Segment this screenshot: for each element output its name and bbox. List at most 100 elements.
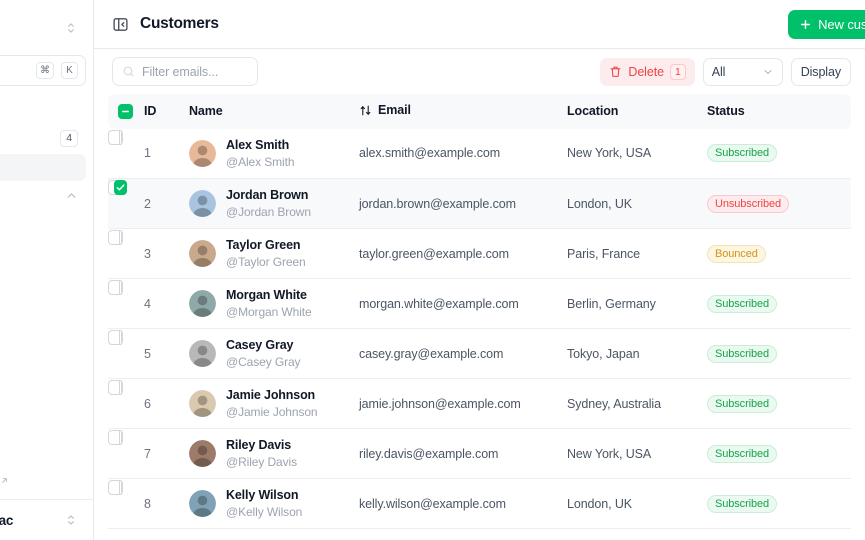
user-name: Benjamin Canac bbox=[0, 512, 14, 528]
row-id: 4 bbox=[144, 296, 151, 311]
table-row[interactable]: 5 Casey Gray @Casey Gray casey.gray@example… bbox=[108, 329, 851, 379]
row-status-cell: Subscribed bbox=[707, 429, 851, 479]
sidebar-item-label: Inbox bbox=[0, 131, 51, 146]
status-badge: Subscribed bbox=[707, 144, 778, 163]
table-row[interactable]: 7 Riley Davis @Riley Davis riley.davis@exam… bbox=[108, 429, 851, 479]
table-row[interactable]: 6 Jamie Johnson @Jamie Johnson jamie.johnso… bbox=[108, 379, 851, 429]
sidebar-item-settings[interactable]: Settings bbox=[0, 182, 86, 209]
row-email: taylor.green@example.com bbox=[359, 246, 509, 261]
delete-button[interactable]: Delete 1 bbox=[600, 57, 695, 86]
row-name-cell: Alex Smith @Alex Smith bbox=[189, 129, 359, 179]
row-id: 5 bbox=[144, 346, 151, 361]
row-select-cell bbox=[108, 280, 123, 296]
table-row[interactable]: 1 Alex Smith @Alex Smith alex.smith@example… bbox=[108, 129, 851, 179]
row-checkbox[interactable] bbox=[119, 129, 122, 145]
sidebar-item-help-support[interactable]: Help & Support bbox=[0, 464, 86, 491]
display-label: Display bbox=[800, 64, 841, 79]
row-id: 2 bbox=[144, 196, 151, 211]
row-status-cell: Subscribed bbox=[707, 479, 851, 529]
status-badge: Subscribed bbox=[707, 444, 778, 463]
select-all-cell bbox=[108, 94, 144, 129]
column-header-location[interactable]: Location bbox=[567, 104, 619, 119]
row-name: Alex Smith bbox=[226, 137, 290, 152]
row-checkbox[interactable] bbox=[119, 230, 122, 246]
row-email: alex.smith@example.com bbox=[359, 146, 501, 161]
sidebar-subitem-notifications[interactable]: Notifications bbox=[0, 263, 86, 288]
sidebar-item-feedback[interactable]: Feedback bbox=[0, 436, 86, 463]
row-status-cell: Bounced bbox=[707, 229, 851, 279]
trash-icon bbox=[609, 65, 622, 78]
new-customer-button[interactable]: New customer bbox=[788, 9, 865, 39]
avatar bbox=[189, 440, 216, 467]
status-badge: Subscribed bbox=[707, 294, 778, 313]
status-badge: Subscribed bbox=[707, 494, 778, 513]
row-select-cell bbox=[108, 330, 123, 346]
column-header-name[interactable]: Name bbox=[189, 104, 223, 119]
sidebar-subitem-general[interactable]: General bbox=[0, 211, 86, 236]
sidebar-subitem-members[interactable]: Members bbox=[0, 237, 86, 262]
row-checkbox[interactable] bbox=[119, 330, 122, 346]
status-badge: Unsubscribed bbox=[707, 194, 790, 213]
display-button[interactable]: Display bbox=[790, 57, 851, 86]
team-switcher[interactable]: Nuxt bbox=[0, 10, 86, 45]
row-handle: @Jordan Brown bbox=[226, 204, 311, 219]
row-select-cell bbox=[108, 230, 123, 246]
row-status-cell: Subscribed bbox=[707, 279, 851, 329]
row-location: London, UK bbox=[567, 496, 633, 511]
status-badge: Subscribed bbox=[707, 394, 778, 413]
sort-arrows-icon bbox=[359, 104, 372, 117]
select-all-checkbox[interactable] bbox=[118, 103, 133, 119]
customers-table: ID Name Email Location Status bbox=[108, 94, 851, 529]
avatar bbox=[189, 139, 216, 167]
table-row[interactable]: 8 Kelly Wilson @Kelly Wilson kelly.wilson@e… bbox=[108, 479, 851, 529]
avatar bbox=[189, 340, 216, 367]
avatar bbox=[189, 290, 216, 317]
sidebar-search[interactable]: Search... ⌘ K bbox=[0, 55, 86, 86]
table-header-row: ID Name Email Location Status bbox=[108, 94, 851, 129]
sidebar-subitem-security[interactable]: Security bbox=[0, 289, 86, 314]
settings-subnav: General Members Notifications Security bbox=[0, 211, 86, 314]
row-select-cell bbox=[108, 380, 123, 396]
row-name: Jordan Brown bbox=[226, 187, 309, 202]
column-header-id[interactable]: ID bbox=[144, 104, 157, 119]
row-checkbox[interactable] bbox=[119, 380, 122, 396]
row-checkbox[interactable] bbox=[119, 280, 122, 296]
sidebar-item-inbox[interactable]: Inbox 4 bbox=[0, 124, 86, 153]
table-row[interactable]: 4 Morgan White @Morgan White morgan.white@e… bbox=[108, 279, 851, 329]
column-header-status[interactable]: Status bbox=[707, 104, 745, 119]
chevron-up-down-icon bbox=[64, 21, 78, 35]
row-location: Paris, France bbox=[567, 246, 641, 261]
row-checkbox[interactable] bbox=[114, 180, 127, 196]
new-customer-label: New customer bbox=[818, 16, 865, 32]
row-name: Kelly Wilson bbox=[226, 487, 299, 502]
sidebar-item-home[interactable]: Home bbox=[0, 96, 86, 123]
sidebar-item-label: Home bbox=[0, 102, 78, 117]
sidebar-item-label: Settings bbox=[0, 188, 56, 203]
row-status-cell: Unsubscribed bbox=[707, 179, 851, 229]
row-id: 1 bbox=[144, 146, 151, 161]
row-name-cell: Morgan White @Morgan White bbox=[189, 279, 359, 329]
row-location: New York, USA bbox=[567, 146, 652, 161]
user-menu[interactable]: Benjamin Canac bbox=[0, 499, 93, 540]
team-name: Nuxt bbox=[0, 20, 56, 35]
avatar bbox=[189, 490, 216, 517]
row-checkbox[interactable] bbox=[119, 480, 122, 496]
plus-icon bbox=[799, 18, 812, 31]
row-id: 6 bbox=[144, 396, 151, 411]
row-checkbox[interactable] bbox=[119, 430, 122, 446]
sidebar-item-customers[interactable]: Customers bbox=[0, 154, 86, 181]
row-name-cell: Taylor Green @Taylor Green bbox=[189, 229, 359, 279]
table-row[interactable]: 3 Taylor Green @Taylor Green taylor.green@e… bbox=[108, 229, 851, 279]
row-handle: @Alex Smith bbox=[226, 154, 295, 169]
inbox-badge: 4 bbox=[60, 130, 78, 147]
row-status-cell: Subscribed bbox=[707, 129, 851, 179]
row-select-cell bbox=[108, 480, 123, 496]
row-email: riley.davis@example.com bbox=[359, 446, 499, 461]
filter-emails-input[interactable]: Filter emails... bbox=[112, 57, 258, 86]
page-header: Customers New customer bbox=[94, 0, 865, 49]
sidebar: Nuxt Search... ⌘ K Home bbox=[0, 0, 94, 540]
panel-collapse-icon[interactable] bbox=[112, 16, 129, 33]
status-filter-select[interactable]: All bbox=[702, 57, 783, 86]
table-row[interactable]: 2 Jordan Brown @Jordan Brown jordan.brown@e… bbox=[108, 178, 851, 229]
column-header-email[interactable]: Email bbox=[359, 94, 567, 129]
